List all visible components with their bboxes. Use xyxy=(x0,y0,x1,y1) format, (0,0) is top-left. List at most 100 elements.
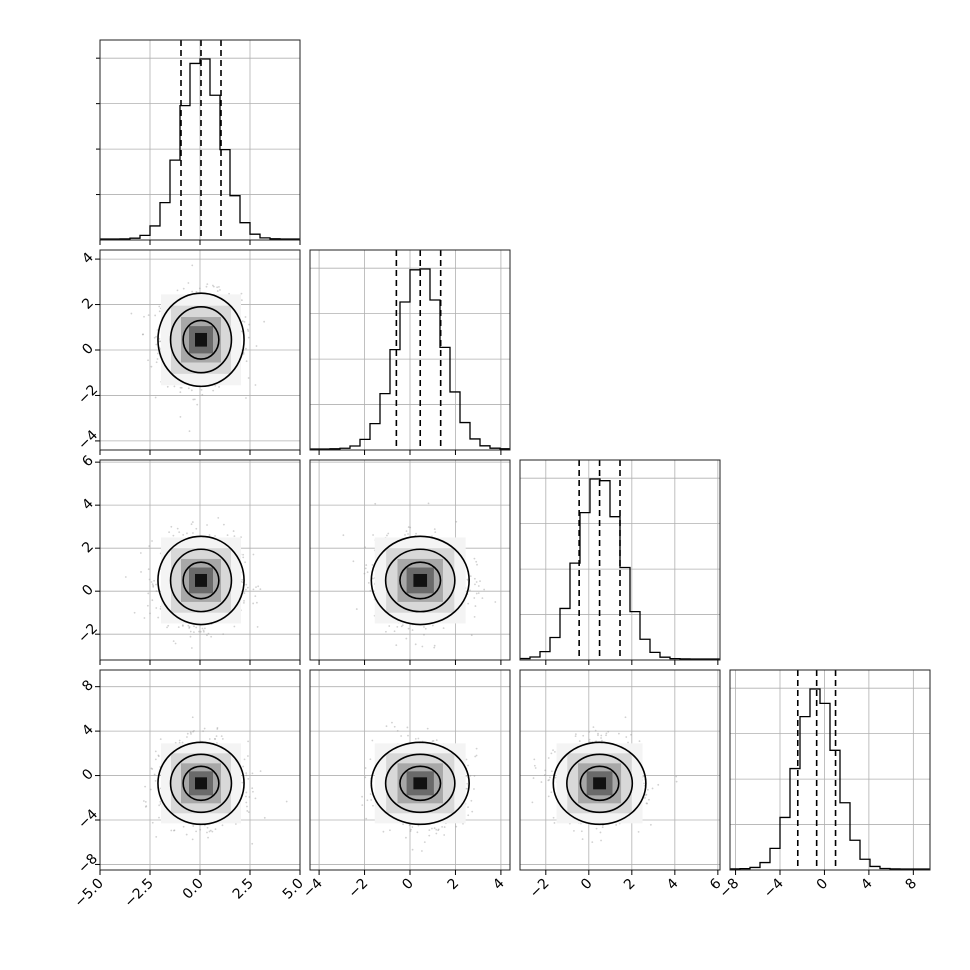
scatter-point xyxy=(191,838,194,841)
scatter-point xyxy=(387,532,390,535)
scatter-point xyxy=(581,838,584,841)
scatter-point xyxy=(211,284,214,287)
scatter-point xyxy=(427,502,430,505)
scatter-point xyxy=(470,634,473,637)
scatter-point xyxy=(232,530,235,532)
panel-1-1 xyxy=(309,249,511,455)
scatter-point xyxy=(182,825,185,828)
scatter-point xyxy=(157,616,160,619)
scatter-point xyxy=(201,627,204,630)
scatter-point xyxy=(208,534,211,536)
scatter-point xyxy=(186,532,188,535)
scatter-point xyxy=(195,290,198,293)
scatter-point xyxy=(206,831,208,834)
scatter-point xyxy=(550,791,553,794)
scatter-point xyxy=(248,796,251,798)
scatter-point xyxy=(141,333,144,336)
scatter-point xyxy=(442,627,445,630)
contour-level-1 xyxy=(157,741,245,826)
y-tick-label: −2 xyxy=(75,621,101,647)
scatter-point xyxy=(218,386,220,388)
scatter-point xyxy=(400,735,403,737)
scatter-point xyxy=(176,527,179,530)
contour-level-2 xyxy=(384,548,456,613)
scatter-point xyxy=(179,386,182,389)
scatter-point xyxy=(371,739,374,742)
scatter-point xyxy=(433,644,436,647)
scatter-point xyxy=(149,612,151,615)
scatter-point xyxy=(409,830,412,833)
scatter-point xyxy=(246,810,249,812)
scatter-point xyxy=(244,316,247,318)
scatter-point xyxy=(372,804,374,807)
scatter-point xyxy=(172,534,175,537)
scatter-point xyxy=(152,584,155,587)
histogram xyxy=(100,58,300,240)
scatter-point xyxy=(475,747,478,750)
scatter-point xyxy=(195,527,198,530)
scatter-point xyxy=(400,625,403,628)
scatter-point xyxy=(473,615,476,618)
scatter-point xyxy=(475,581,478,583)
x-tick-label: −2.5 xyxy=(121,876,156,911)
scatter-point xyxy=(157,754,160,757)
scatter-point xyxy=(187,387,190,390)
scatter-point xyxy=(355,608,358,610)
scatter-point xyxy=(404,534,406,536)
scatter-point xyxy=(352,560,355,563)
scatter-point xyxy=(192,532,194,534)
scatter-point xyxy=(244,588,247,591)
scatter-point xyxy=(177,626,180,629)
scatter-point xyxy=(173,829,176,832)
scatter-point xyxy=(414,737,417,740)
scatter-point xyxy=(147,592,150,595)
scatter-point xyxy=(206,283,209,286)
scatter-point xyxy=(408,824,411,826)
scatter-point xyxy=(192,825,195,827)
scatter-point xyxy=(369,589,372,592)
scatter-point xyxy=(189,731,192,734)
scatter-point xyxy=(594,729,597,732)
panel-frame xyxy=(519,459,721,661)
scatter-point xyxy=(481,597,484,599)
scatter-point xyxy=(216,727,219,729)
scatter-point xyxy=(178,741,181,744)
histogram xyxy=(310,268,510,450)
scatter-point xyxy=(147,568,150,571)
scatter-point xyxy=(642,775,645,778)
scatter-point xyxy=(361,795,363,798)
scatter-point xyxy=(396,730,399,732)
panel-3-1: −4 −2 0 2 4 xyxy=(300,669,511,902)
y-tick-label: 6 xyxy=(79,453,97,471)
scatter-point xyxy=(435,739,438,742)
y-tick-label: −4 xyxy=(75,427,101,453)
scatter-point xyxy=(166,385,169,388)
scatter-point xyxy=(190,389,193,392)
scatter-point xyxy=(443,826,446,828)
scatter-point xyxy=(421,645,424,648)
scatter-point xyxy=(216,728,219,730)
scatter-point xyxy=(466,578,469,581)
scatter-point xyxy=(417,824,420,827)
scatter-point xyxy=(374,502,377,505)
scatter-point xyxy=(547,779,550,782)
scatter-point xyxy=(364,776,367,779)
scatter-point xyxy=(252,602,255,605)
scatter-point xyxy=(247,755,249,757)
x-tick-label: 2.5 xyxy=(230,876,257,903)
scatter-point xyxy=(124,576,127,578)
contour-level-1 xyxy=(157,292,245,388)
y-tick-label: −4 xyxy=(75,806,101,832)
scatter-point xyxy=(208,830,211,833)
scatter-point xyxy=(144,805,147,808)
scatter-point xyxy=(193,625,195,628)
scatter-point xyxy=(152,585,155,588)
scatter-point xyxy=(588,740,591,743)
scatter-point xyxy=(428,829,431,832)
scatter-point xyxy=(251,842,254,845)
scatter-point xyxy=(248,323,251,326)
x-tick-label: −2 xyxy=(345,876,371,902)
scatter-point xyxy=(473,557,476,560)
scatter-point xyxy=(426,727,429,730)
scatter-point xyxy=(473,577,476,580)
